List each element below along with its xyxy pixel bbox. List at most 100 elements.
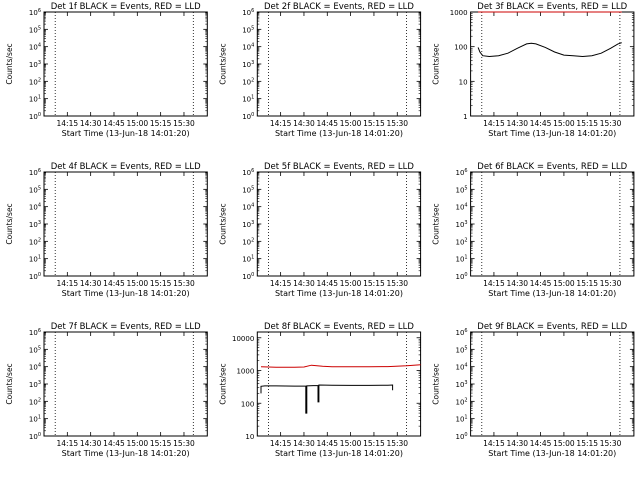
y-tick-label: 101 — [29, 255, 41, 264]
y-tick-exponent: 6 — [251, 8, 254, 14]
y-tick-exponent: 4 — [38, 43, 41, 49]
y-tick-label: 104 — [242, 203, 254, 212]
y-tick-label: 100 — [241, 400, 254, 408]
series-line-1 — [477, 42, 622, 58]
y-axis-label: Counts/sec — [432, 43, 441, 84]
y-tick-label: 103 — [29, 220, 41, 229]
x-tick-label: 15:15 — [363, 439, 385, 448]
plot-frame — [470, 11, 635, 117]
y-tick-label: 106 — [242, 8, 254, 17]
plot-frame — [43, 171, 208, 277]
y-tick-label: 102 — [29, 77, 41, 86]
y-tick-label: 100 — [454, 44, 467, 52]
y-tick-label: 101 — [29, 95, 41, 104]
x-tick-label: 14:30 — [506, 119, 528, 128]
y-tick-exponent: 0 — [251, 272, 254, 278]
x-tick-label: 14:15 — [483, 279, 505, 288]
x-tick-label: 15:00 — [553, 439, 575, 448]
x-tick-label: 15:00 — [553, 119, 575, 128]
y-tick-exponent: 6 — [464, 168, 467, 174]
plot-frame — [43, 11, 208, 117]
y-axis-label: Counts/sec — [432, 363, 441, 404]
y-tick-exponent: 3 — [251, 60, 254, 66]
y-tick-exponent: 6 — [38, 168, 41, 174]
x-tick-label: 15:15 — [576, 279, 598, 288]
y-tick-label: 104 — [455, 363, 467, 372]
y-tick-exponent: 4 — [38, 203, 41, 209]
y-tick-label: 102 — [29, 397, 41, 406]
y-tick-exponent: 3 — [464, 380, 467, 386]
y-tick-exponent: 6 — [251, 168, 254, 174]
y-tick-label: 103 — [242, 60, 254, 69]
x-tick-label: 14:45 — [316, 119, 338, 128]
x-tick-label: 15:15 — [576, 439, 598, 448]
x-tick-label: 14:45 — [530, 119, 552, 128]
x-tick-label: 15:30 — [386, 279, 408, 288]
x-tick-label: 14:30 — [80, 279, 102, 288]
y-axis-label: Counts/sec — [432, 203, 441, 244]
y-tick-label: 106 — [29, 8, 41, 17]
y-tick-label: 10 — [459, 78, 468, 86]
x-tick-label: 14:30 — [293, 119, 315, 128]
y-tick-exponent: 1 — [38, 415, 41, 421]
y-tick-label: 106 — [455, 328, 467, 337]
series-line-1 — [260, 384, 394, 414]
y-tick-label: 100 — [29, 112, 41, 121]
y-tick-exponent: 6 — [38, 8, 41, 14]
x-tick-label: 15:00 — [127, 439, 149, 448]
y-tick-label: 106 — [29, 328, 41, 337]
x-tick-label: 15:30 — [600, 279, 622, 288]
y-tick-exponent: 4 — [464, 363, 467, 369]
y-tick-exponent: 3 — [38, 380, 41, 386]
x-tick-label: 14:15 — [483, 439, 505, 448]
x-axis-label: Start Time (13-Jun-18 14:01:20) — [62, 289, 190, 298]
y-tick-label: 103 — [29, 60, 41, 69]
y-tick-label: 101 — [242, 95, 254, 104]
y-tick-label: 102 — [242, 237, 254, 246]
y-tick-exponent: 2 — [251, 77, 254, 83]
x-tick-label: 14:45 — [530, 439, 552, 448]
y-axis-label: Counts/sec — [5, 43, 14, 84]
y-tick-label: 101 — [455, 255, 467, 264]
y-tick-exponent: 2 — [464, 397, 467, 403]
y-tick-label: 10 — [245, 433, 254, 441]
y-tick-exponent: 5 — [251, 185, 254, 191]
y-tick-label: 105 — [455, 185, 467, 194]
y-tick-label: 106 — [455, 168, 467, 177]
y-tick-label: 105 — [29, 185, 41, 194]
y-tick-exponent: 4 — [251, 43, 254, 49]
x-tick-label: 14:30 — [506, 439, 528, 448]
y-tick-exponent: 1 — [38, 95, 41, 101]
y-tick-label: 104 — [29, 363, 41, 372]
x-tick-label: 15:00 — [340, 279, 362, 288]
y-axis-label: Counts/sec — [218, 203, 227, 244]
y-tick-label: 102 — [455, 237, 467, 246]
panel-title: Det 7f BLACK = Events, RED = LLD — [51, 322, 201, 332]
x-tick-label: 14:30 — [506, 279, 528, 288]
x-tick-label: 14:45 — [103, 439, 125, 448]
y-tick-exponent: 4 — [464, 203, 467, 209]
x-tick-label: 15:00 — [127, 119, 149, 128]
x-tick-label: 15:30 — [600, 119, 622, 128]
y-tick-exponent: 4 — [38, 363, 41, 369]
panel-title: Det 9f BLACK = Events, RED = LLD — [477, 322, 627, 332]
x-tick-label: 15:30 — [173, 119, 195, 128]
x-tick-label: 14:15 — [57, 439, 79, 448]
x-tick-label: 15:00 — [340, 439, 362, 448]
plot-frame — [43, 331, 208, 437]
y-tick-label: 1000 — [450, 9, 468, 17]
y-tick-exponent: 3 — [38, 220, 41, 226]
y-tick-exponent: 2 — [251, 237, 254, 243]
x-tick-label: 14:15 — [57, 279, 79, 288]
panel-7: Det 7f BLACK = Events, RED = LLD 14:15 14:… — [5, 322, 208, 458]
y-tick-label: 100 — [242, 112, 254, 121]
x-tick-label: 14:45 — [316, 439, 338, 448]
y-tick-label: 101 — [29, 415, 41, 424]
panel-title: Det 2f BLACK = Events, RED = LLD — [264, 2, 414, 12]
